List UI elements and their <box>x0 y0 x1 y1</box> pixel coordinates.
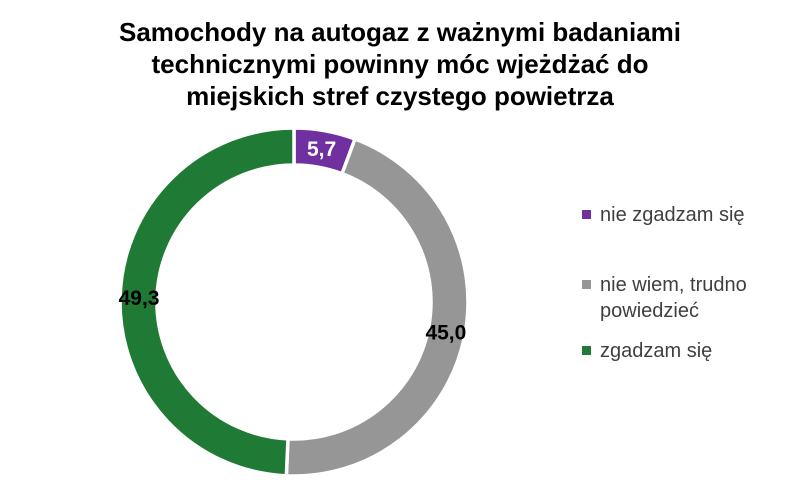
legend-item-nie-wiem: nie wiem, trudno powiedzieć <box>582 272 772 324</box>
data-label-1: 45,0 <box>425 321 466 344</box>
legend-swatch-icon <box>582 210 591 219</box>
legend-item-nie-zgadzam-sie: nie zgadzam się <box>582 202 772 228</box>
legend-label-zgadzam-sie: zgadzam się <box>600 340 713 362</box>
legend-label-nie-wiem: nie wiem, trudno powiedzieć <box>600 274 747 322</box>
chart-title-line-3: miejskich stref czystego powietrza <box>186 81 614 111</box>
donut-segment-2 <box>118 126 296 478</box>
legend-swatch-icon <box>582 280 591 289</box>
chart-title-line-2: technicznymi powinny móc wjeżdżać do <box>151 49 649 79</box>
chart-title-line-1: Samochody na autogaz z ważnymi badaniami <box>118 17 681 47</box>
chart-title: Samochody na autogaz z ważnymi badaniami… <box>40 16 760 112</box>
legend-item-zgadzam-sie: zgadzam się <box>582 338 772 364</box>
legend-swatch-icon <box>582 346 591 355</box>
donut-segment-1 <box>284 136 470 478</box>
legend-label-nie-zgadzam-sie: nie zgadzam się <box>600 204 745 226</box>
chart-legend: nie zgadzam się nie wiem, trudno powiedz… <box>582 202 772 364</box>
data-label-2: 49,3 <box>119 287 160 310</box>
data-label-0: 5,7 <box>307 138 336 161</box>
